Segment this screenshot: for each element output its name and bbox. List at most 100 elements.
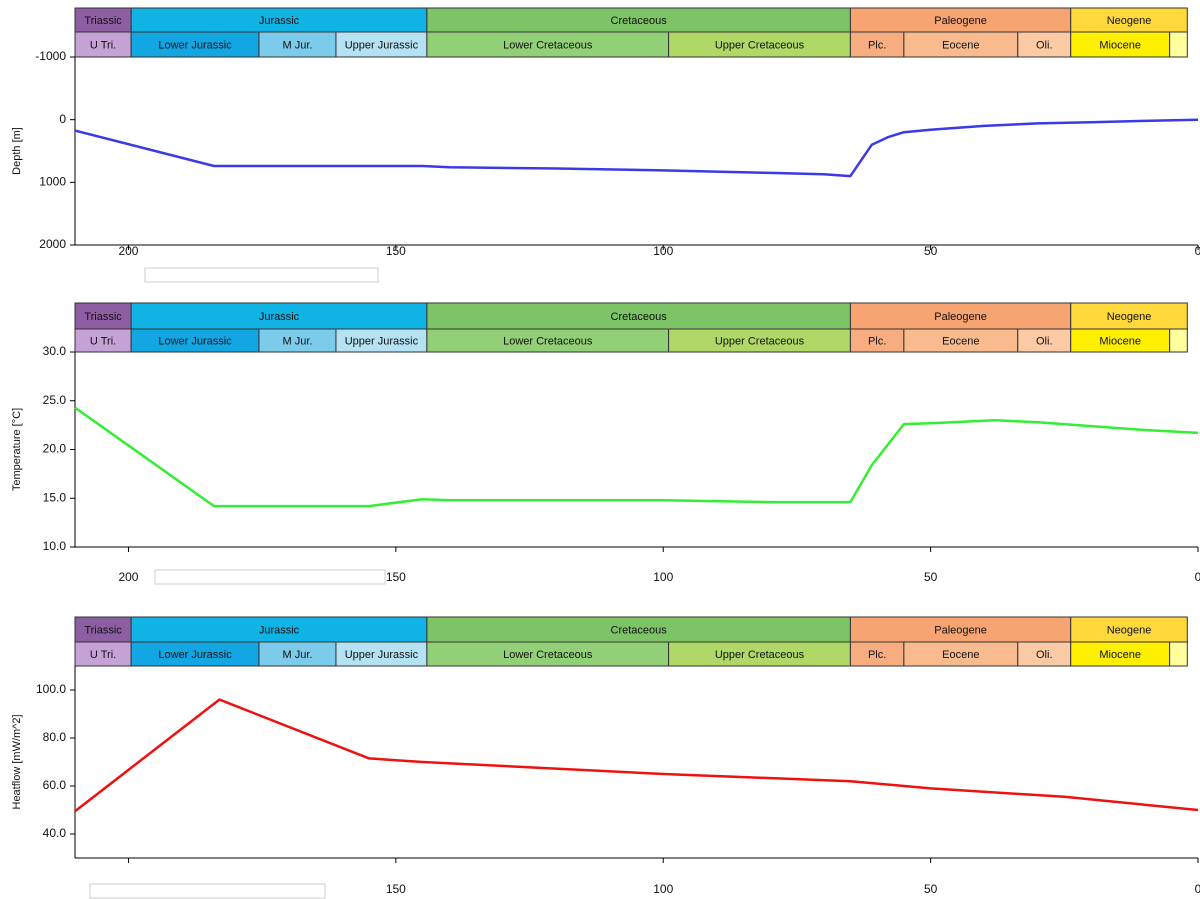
timescale-cell	[903, 31, 1019, 58]
y-axis-label: Temperature [°C]	[11, 408, 23, 491]
timescale-label: M Jur.	[282, 335, 312, 347]
timescale-label: Cretaceous	[611, 311, 668, 323]
y-tick-label: 10.0	[43, 539, 67, 553]
timescale-label: M Jur.	[282, 39, 312, 51]
timescale-cell	[849, 31, 905, 58]
timescale-cell	[1169, 328, 1188, 353]
timescale-label: Plc.	[868, 335, 886, 347]
timescale-label: M Jur.	[282, 649, 312, 661]
timescale-label: Cretaceous	[611, 15, 668, 27]
y-tick-label: 80.0	[43, 730, 67, 744]
x-tick-label: 200	[118, 244, 138, 258]
timescale-cell	[74, 302, 132, 330]
timescale-label: Eocene	[942, 335, 979, 347]
y-tick-label: 2000	[39, 237, 66, 251]
timescale-cell	[1070, 641, 1171, 667]
timescale-label: Oli.	[1036, 649, 1053, 661]
scroll-box	[89, 883, 326, 899]
timescale-cell	[1070, 302, 1188, 330]
timescale-cell	[849, 616, 1072, 643]
timescale-label: Cretaceous	[611, 624, 668, 636]
y-tick-label: 60.0	[43, 778, 67, 792]
timescale-label: Oli.	[1036, 335, 1053, 347]
y-tick-label: 100.0	[36, 682, 66, 696]
x-tick-label: 50	[924, 244, 938, 258]
timescale-cell	[130, 616, 428, 643]
x-tick-label: 0	[1195, 244, 1200, 258]
data-line	[74, 118, 1199, 178]
timescale-label: Plc.	[868, 649, 886, 661]
timescale-label: Triassic	[84, 624, 122, 636]
timescale-label: Eocene	[942, 649, 979, 661]
timescale-label: Lower Jurassic	[158, 649, 232, 661]
timescale-label: Lower Jurassic	[158, 39, 232, 51]
timescale-label: Upper Jurassic	[345, 649, 419, 661]
x-tick-label: 100	[653, 882, 673, 896]
timescale-cell	[130, 31, 260, 58]
timescale-cell	[258, 641, 337, 667]
y-tick-label: 20.0	[43, 442, 67, 456]
timescale-cell	[130, 302, 428, 330]
x-tick-label: 50	[924, 570, 938, 584]
timescale-label: Neogene	[1107, 624, 1152, 636]
timescale-label: Paleogene	[934, 624, 987, 636]
timescale-label: Miocene	[1099, 649, 1141, 661]
timescale-label: Upper Jurassic	[345, 335, 419, 347]
scroll-box	[144, 267, 379, 283]
y-tick-label: 40.0	[43, 826, 67, 840]
timescale-label: U Tri.	[90, 39, 116, 51]
timescale-label: Oli.	[1036, 39, 1053, 51]
timescale-label: Lower Cretaceous	[503, 335, 593, 347]
timescale-label: U Tri.	[90, 649, 116, 661]
x-tick-label: 200	[118, 570, 138, 584]
timescale-label: Jurassic	[259, 15, 300, 27]
timescale-cell	[1169, 641, 1188, 667]
x-tick-label: 150	[386, 244, 406, 258]
timescale-label: Upper Cretaceous	[715, 649, 805, 661]
x-tick-label: 0	[1195, 882, 1200, 896]
timescale-cell	[335, 31, 428, 58]
y-tick-label: -1000	[35, 49, 66, 63]
timescale-cell	[130, 7, 428, 33]
y-tick-label: 25.0	[43, 393, 67, 407]
timescale-cell	[258, 31, 337, 58]
timescale-cell	[1169, 31, 1188, 58]
timescale-cell	[426, 302, 851, 330]
timescale-label: U Tri.	[90, 335, 116, 347]
timescale-label: Lower Jurassic	[158, 335, 232, 347]
timescale-label: Jurassic	[259, 624, 300, 636]
timescale-label: Upper Cretaceous	[715, 335, 805, 347]
y-tick-label: 30.0	[43, 344, 67, 358]
timescale-cell	[849, 302, 1072, 330]
timescale-label: Triassic	[84, 15, 122, 27]
timescale-label: Jurassic	[259, 311, 300, 323]
timescale-cell	[426, 31, 670, 58]
y-axis-label: Heatflow [mW/m^2]	[11, 714, 23, 809]
timescale-cell	[74, 641, 132, 667]
timescale-label: Paleogene	[934, 311, 987, 323]
timescale-cell	[74, 31, 132, 58]
timescale-label: Lower Cretaceous	[503, 649, 593, 661]
y-tick-label: 0	[59, 112, 66, 126]
timescale-cell	[1017, 31, 1072, 58]
timescale-label: Lower Cretaceous	[503, 39, 593, 51]
x-tick-label: 150	[386, 570, 406, 584]
y-axis-label: Depth [m]	[11, 127, 23, 175]
y-tick-label: 1000	[39, 175, 66, 189]
timescale-label: Neogene	[1107, 311, 1152, 323]
data-line	[74, 406, 1199, 508]
x-tick-label: 100	[653, 570, 673, 584]
timescale-label: Plc.	[868, 39, 886, 51]
x-tick-label: 0	[1195, 570, 1200, 584]
x-tick-label: 150	[386, 882, 406, 896]
data-line	[74, 698, 1199, 813]
y-tick-label: 15.0	[43, 490, 67, 504]
timescale-label: Miocene	[1099, 39, 1141, 51]
timescale-label: Upper Jurassic	[345, 39, 419, 51]
timescale-label: Paleogene	[934, 15, 987, 27]
timescale-cell	[426, 7, 851, 33]
timescale-label: Neogene	[1107, 15, 1152, 27]
timescale-label: Miocene	[1099, 335, 1141, 347]
timescale-label: Upper Cretaceous	[715, 39, 805, 51]
